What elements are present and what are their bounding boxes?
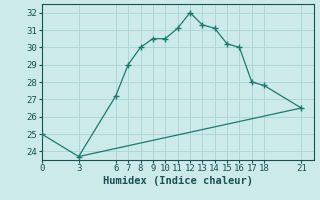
- X-axis label: Humidex (Indice chaleur): Humidex (Indice chaleur): [103, 176, 252, 186]
